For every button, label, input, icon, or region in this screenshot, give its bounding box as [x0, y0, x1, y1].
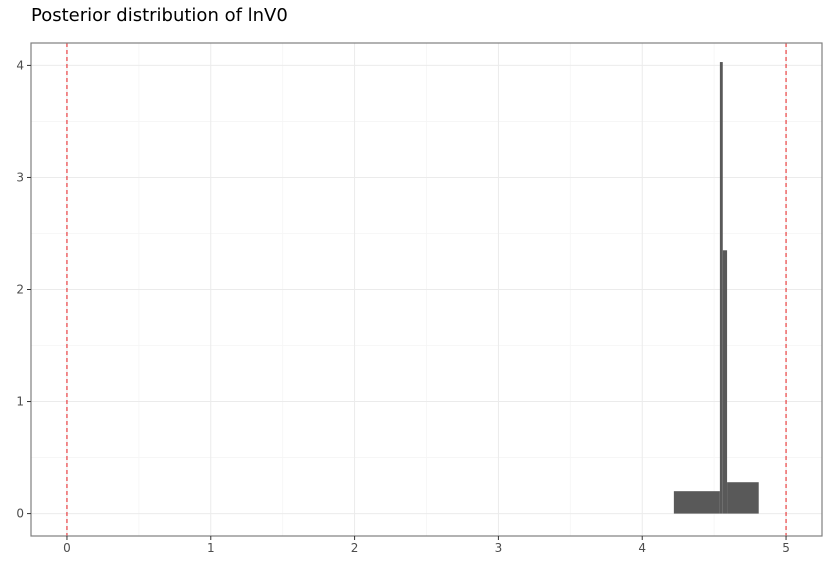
- histogram-bar: [719, 62, 723, 514]
- histogram-bar: [722, 250, 728, 514]
- reference-lines: [66, 43, 787, 536]
- x-tick-label: 0: [63, 541, 71, 555]
- histogram-bar: [673, 491, 720, 514]
- x-tick-label: 5: [782, 541, 790, 555]
- x-tick-label: 2: [351, 541, 359, 555]
- x-tick-label: 1: [207, 541, 215, 555]
- y-tick-label: 1: [16, 395, 24, 409]
- x-axis: 0 1 2 3 4 5: [63, 536, 790, 555]
- y-tick-label: 2: [16, 283, 24, 297]
- y-tick-label: 0: [16, 507, 24, 521]
- y-tick-label: 3: [16, 170, 24, 184]
- y-axis: 0 1 2 3 4: [16, 58, 31, 521]
- histogram-bar: [727, 482, 759, 514]
- y-tick-label: 4: [16, 58, 24, 72]
- x-tick-label: 4: [638, 541, 646, 555]
- histogram-bars: [673, 62, 759, 514]
- x-tick-label: 3: [495, 541, 503, 555]
- chart-title: Posterior distribution of lnV0: [31, 5, 288, 26]
